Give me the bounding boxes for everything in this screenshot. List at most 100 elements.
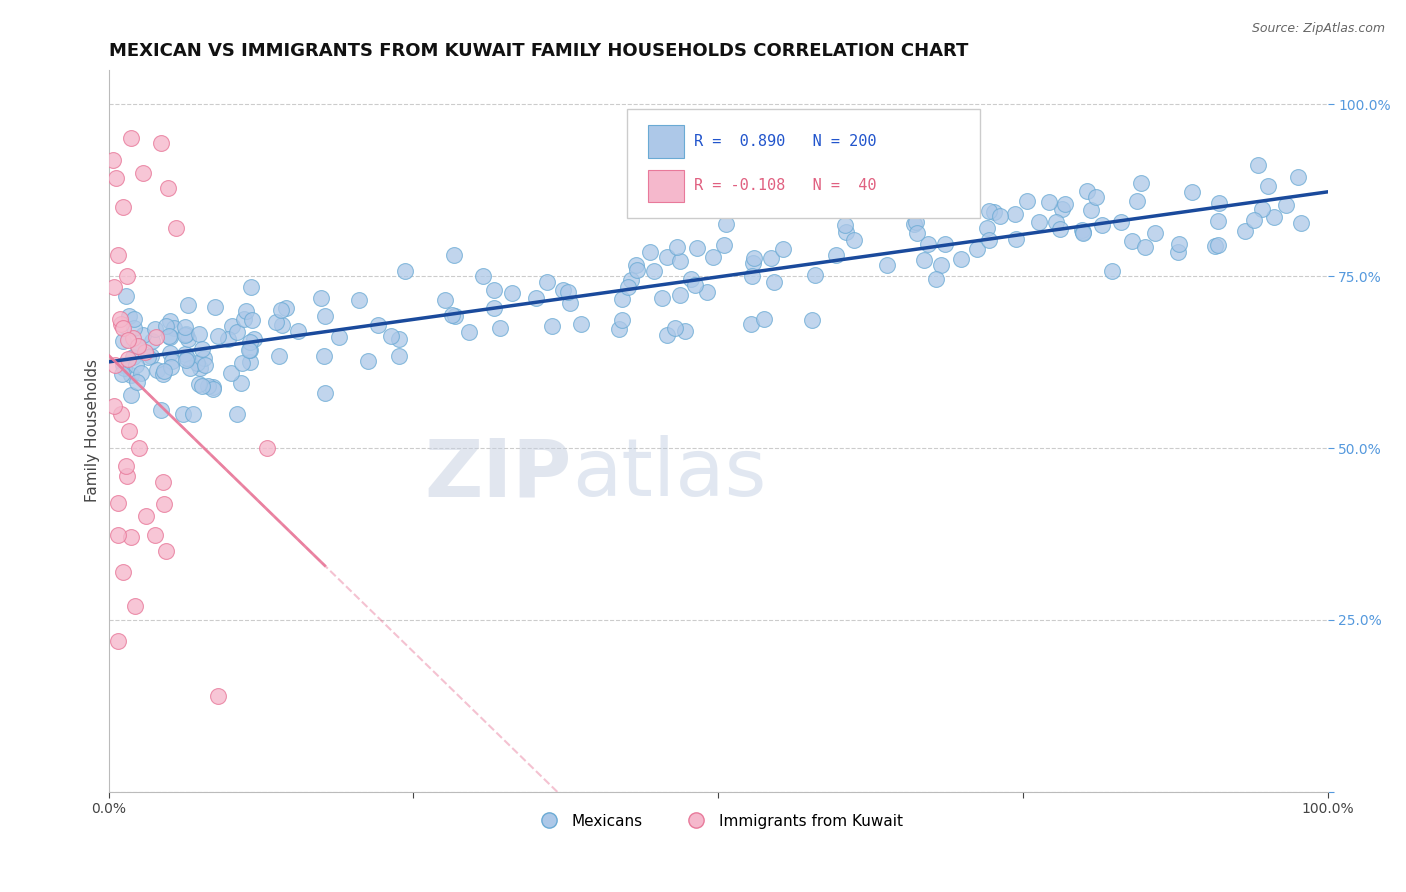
Point [1247,158,1270,172]
Point [1045,215,1067,229]
Point [115,459,138,474]
Point [624,258,647,272]
Point [983,204,1005,219]
Point [541,318,564,333]
Point [239,280,262,294]
Point [702,250,724,264]
Point [759,251,782,265]
Point [121,350,143,364]
Point [1168,236,1191,251]
Point [153,497,176,511]
Point [1015,194,1038,208]
Point [388,349,411,363]
Point [173,319,195,334]
Point [204,301,226,315]
Point [143,527,166,541]
Point [651,291,673,305]
Point [141,334,163,348]
Text: R =  0.890   N = 200: R = 0.890 N = 200 [695,134,876,149]
Point [713,237,735,252]
Point [118,309,141,323]
Point [201,382,224,396]
Point [536,275,558,289]
Point [225,407,247,421]
Point [152,475,174,489]
Point [679,272,702,286]
Point [115,468,138,483]
Point [159,330,181,344]
Point [714,217,737,231]
Point [1091,218,1114,232]
Point [191,379,214,393]
Point [134,344,156,359]
Point [104,171,127,186]
Point [620,272,643,286]
Point [482,301,505,315]
Point [194,358,217,372]
Point [238,343,260,357]
Point [1208,196,1230,211]
Point [1263,210,1285,224]
Point [357,354,380,368]
Point [179,360,201,375]
Point [122,321,145,335]
Text: atlas: atlas [572,435,766,513]
Point [934,237,956,252]
Point [159,346,181,360]
Point [1004,207,1026,221]
Point [924,272,946,286]
Point [193,351,215,366]
Point [188,327,211,342]
Point [132,166,155,180]
Point [560,296,582,310]
Point [122,331,145,345]
Point [1181,185,1204,199]
Point [1125,194,1147,208]
Point [569,317,592,331]
Point [153,364,176,378]
Point [118,425,141,439]
Point [1243,212,1265,227]
Text: Source: ZipAtlas.com: Source: ZipAtlas.com [1251,22,1385,36]
Point [1085,189,1108,203]
Point [120,131,142,145]
Point [312,349,335,363]
Point [125,375,148,389]
Point [181,407,204,421]
Point [231,356,253,370]
Point [112,200,135,214]
Point [1080,202,1102,217]
Point [115,289,138,303]
Point [609,322,631,336]
Point [127,339,149,353]
Point [287,324,309,338]
Point [950,252,973,266]
Point [176,351,198,366]
Point [104,359,127,373]
Point [1206,214,1229,228]
Point [314,385,336,400]
Point [111,334,134,348]
Point [124,312,146,326]
Point [1005,232,1028,246]
Point [152,367,174,381]
Point [157,328,180,343]
Point [443,310,465,324]
Point [433,293,456,307]
Point [655,250,678,264]
Point [626,262,648,277]
Point [190,361,212,376]
Point [242,313,264,327]
Point [388,332,411,346]
Point [128,441,150,455]
Point [129,366,152,380]
Point [1130,177,1153,191]
Point [270,318,292,332]
Point [835,225,858,239]
Point [443,248,465,262]
Point [976,220,998,235]
Point [1286,169,1309,184]
Point [328,330,350,344]
Bar [648,125,685,158]
Text: ZIP: ZIP [425,435,572,513]
